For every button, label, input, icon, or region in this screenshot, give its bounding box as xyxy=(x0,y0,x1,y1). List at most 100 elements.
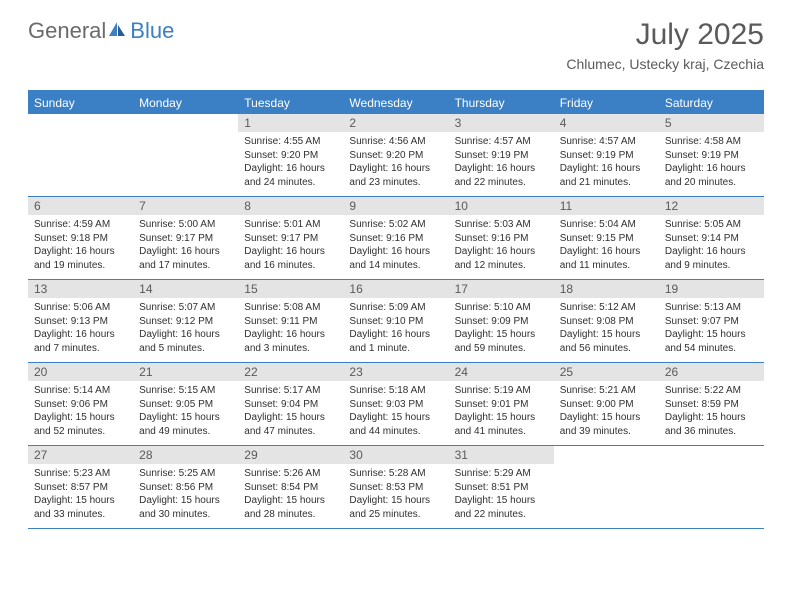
day-cell: 20Sunrise: 5:14 AMSunset: 9:06 PMDayligh… xyxy=(28,363,133,445)
logo-text-general: General xyxy=(28,18,106,44)
day-number: 16 xyxy=(343,280,448,298)
title-block: July 2025 Chlumec, Ustecky kraj, Czechia xyxy=(566,18,764,72)
day-cell: 6Sunrise: 4:59 AMSunset: 9:18 PMDaylight… xyxy=(28,197,133,279)
day-number: 7 xyxy=(133,197,238,215)
day-number: 5 xyxy=(659,114,764,132)
day-details: Sunrise: 5:26 AMSunset: 8:54 PMDaylight:… xyxy=(238,464,343,525)
calendar: SundayMondayTuesdayWednesdayThursdayFrid… xyxy=(28,90,764,529)
day-number: 21 xyxy=(133,363,238,381)
day-cell: 1Sunrise: 4:55 AMSunset: 9:20 PMDaylight… xyxy=(238,114,343,196)
day-details: Sunrise: 4:58 AMSunset: 9:19 PMDaylight:… xyxy=(659,132,764,193)
day-details: Sunrise: 5:04 AMSunset: 9:15 PMDaylight:… xyxy=(554,215,659,276)
day-number: 14 xyxy=(133,280,238,298)
day-number: 19 xyxy=(659,280,764,298)
day-details: Sunrise: 4:56 AMSunset: 9:20 PMDaylight:… xyxy=(343,132,448,193)
day-details: Sunrise: 5:28 AMSunset: 8:53 PMDaylight:… xyxy=(343,464,448,525)
day-details: Sunrise: 5:08 AMSunset: 9:11 PMDaylight:… xyxy=(238,298,343,359)
day-details: Sunrise: 5:10 AMSunset: 9:09 PMDaylight:… xyxy=(449,298,554,359)
day-number: 22 xyxy=(238,363,343,381)
day-number: 3 xyxy=(449,114,554,132)
day-number: 24 xyxy=(449,363,554,381)
day-details: Sunrise: 5:19 AMSunset: 9:01 PMDaylight:… xyxy=(449,381,554,442)
day-cell: 31Sunrise: 5:29 AMSunset: 8:51 PMDayligh… xyxy=(449,446,554,528)
day-details: Sunrise: 4:55 AMSunset: 9:20 PMDaylight:… xyxy=(238,132,343,193)
day-details: Sunrise: 5:21 AMSunset: 9:00 PMDaylight:… xyxy=(554,381,659,442)
day-number: 23 xyxy=(343,363,448,381)
day-details: Sunrise: 5:23 AMSunset: 8:57 PMDaylight:… xyxy=(28,464,133,525)
day-details: Sunrise: 5:07 AMSunset: 9:12 PMDaylight:… xyxy=(133,298,238,359)
day-cell: 8Sunrise: 5:01 AMSunset: 9:17 PMDaylight… xyxy=(238,197,343,279)
empty-day xyxy=(659,446,764,464)
day-number: 20 xyxy=(28,363,133,381)
weekday-header: Monday xyxy=(133,92,238,114)
day-cell: 3Sunrise: 4:57 AMSunset: 9:19 PMDaylight… xyxy=(449,114,554,196)
day-number: 26 xyxy=(659,363,764,381)
day-details: Sunrise: 5:12 AMSunset: 9:08 PMDaylight:… xyxy=(554,298,659,359)
day-number: 4 xyxy=(554,114,659,132)
day-details: Sunrise: 5:29 AMSunset: 8:51 PMDaylight:… xyxy=(449,464,554,525)
day-number: 25 xyxy=(554,363,659,381)
weekday-header: Thursday xyxy=(449,92,554,114)
day-number: 29 xyxy=(238,446,343,464)
day-details: Sunrise: 4:57 AMSunset: 9:19 PMDaylight:… xyxy=(449,132,554,193)
logo-text-blue: Blue xyxy=(130,18,174,44)
weekday-header: Friday xyxy=(554,92,659,114)
week-row: 1Sunrise: 4:55 AMSunset: 9:20 PMDaylight… xyxy=(28,114,764,197)
day-number: 9 xyxy=(343,197,448,215)
day-details: Sunrise: 5:03 AMSunset: 9:16 PMDaylight:… xyxy=(449,215,554,276)
day-details: Sunrise: 5:06 AMSunset: 9:13 PMDaylight:… xyxy=(28,298,133,359)
day-cell: 12Sunrise: 5:05 AMSunset: 9:14 PMDayligh… xyxy=(659,197,764,279)
empty-day xyxy=(133,114,238,132)
day-cell: 10Sunrise: 5:03 AMSunset: 9:16 PMDayligh… xyxy=(449,197,554,279)
day-cell: 16Sunrise: 5:09 AMSunset: 9:10 PMDayligh… xyxy=(343,280,448,362)
day-number: 10 xyxy=(449,197,554,215)
location: Chlumec, Ustecky kraj, Czechia xyxy=(566,56,764,72)
day-details: Sunrise: 5:14 AMSunset: 9:06 PMDaylight:… xyxy=(28,381,133,442)
day-cell: 15Sunrise: 5:08 AMSunset: 9:11 PMDayligh… xyxy=(238,280,343,362)
day-details: Sunrise: 5:13 AMSunset: 9:07 PMDaylight:… xyxy=(659,298,764,359)
day-cell: 19Sunrise: 5:13 AMSunset: 9:07 PMDayligh… xyxy=(659,280,764,362)
header: General Blue July 2025 Chlumec, Ustecky … xyxy=(0,0,792,80)
weeks-container: 1Sunrise: 4:55 AMSunset: 9:20 PMDaylight… xyxy=(28,114,764,529)
weekday-header: Sunday xyxy=(28,92,133,114)
day-details: Sunrise: 5:05 AMSunset: 9:14 PMDaylight:… xyxy=(659,215,764,276)
day-number: 30 xyxy=(343,446,448,464)
day-cell: 17Sunrise: 5:10 AMSunset: 9:09 PMDayligh… xyxy=(449,280,554,362)
day-cell: 26Sunrise: 5:22 AMSunset: 8:59 PMDayligh… xyxy=(659,363,764,445)
day-cell: 5Sunrise: 4:58 AMSunset: 9:19 PMDaylight… xyxy=(659,114,764,196)
month-title: July 2025 xyxy=(566,18,764,52)
day-number: 8 xyxy=(238,197,343,215)
day-number: 13 xyxy=(28,280,133,298)
weekday-header: Wednesday xyxy=(343,92,448,114)
day-cell: 27Sunrise: 5:23 AMSunset: 8:57 PMDayligh… xyxy=(28,446,133,528)
weekday-header: Tuesday xyxy=(238,92,343,114)
week-row: 6Sunrise: 4:59 AMSunset: 9:18 PMDaylight… xyxy=(28,197,764,280)
day-number: 6 xyxy=(28,197,133,215)
day-details: Sunrise: 4:57 AMSunset: 9:19 PMDaylight:… xyxy=(554,132,659,193)
day-number: 12 xyxy=(659,197,764,215)
week-row: 20Sunrise: 5:14 AMSunset: 9:06 PMDayligh… xyxy=(28,363,764,446)
day-details: Sunrise: 5:02 AMSunset: 9:16 PMDaylight:… xyxy=(343,215,448,276)
day-number: 15 xyxy=(238,280,343,298)
weekday-header: Saturday xyxy=(659,92,764,114)
day-cell: 13Sunrise: 5:06 AMSunset: 9:13 PMDayligh… xyxy=(28,280,133,362)
day-cell: 14Sunrise: 5:07 AMSunset: 9:12 PMDayligh… xyxy=(133,280,238,362)
day-details: Sunrise: 5:00 AMSunset: 9:17 PMDaylight:… xyxy=(133,215,238,276)
day-details: Sunrise: 5:22 AMSunset: 8:59 PMDaylight:… xyxy=(659,381,764,442)
day-cell xyxy=(554,446,659,528)
day-cell: 2Sunrise: 4:56 AMSunset: 9:20 PMDaylight… xyxy=(343,114,448,196)
day-cell: 18Sunrise: 5:12 AMSunset: 9:08 PMDayligh… xyxy=(554,280,659,362)
day-cell: 30Sunrise: 5:28 AMSunset: 8:53 PMDayligh… xyxy=(343,446,448,528)
day-cell xyxy=(28,114,133,196)
day-cell xyxy=(659,446,764,528)
day-cell: 23Sunrise: 5:18 AMSunset: 9:03 PMDayligh… xyxy=(343,363,448,445)
weekday-header-row: SundayMondayTuesdayWednesdayThursdayFrid… xyxy=(28,92,764,114)
empty-day xyxy=(28,114,133,132)
day-cell: 9Sunrise: 5:02 AMSunset: 9:16 PMDaylight… xyxy=(343,197,448,279)
day-cell: 21Sunrise: 5:15 AMSunset: 9:05 PMDayligh… xyxy=(133,363,238,445)
day-cell: 28Sunrise: 5:25 AMSunset: 8:56 PMDayligh… xyxy=(133,446,238,528)
empty-day xyxy=(554,446,659,464)
logo: General Blue xyxy=(28,18,174,44)
day-cell: 25Sunrise: 5:21 AMSunset: 9:00 PMDayligh… xyxy=(554,363,659,445)
day-number: 11 xyxy=(554,197,659,215)
